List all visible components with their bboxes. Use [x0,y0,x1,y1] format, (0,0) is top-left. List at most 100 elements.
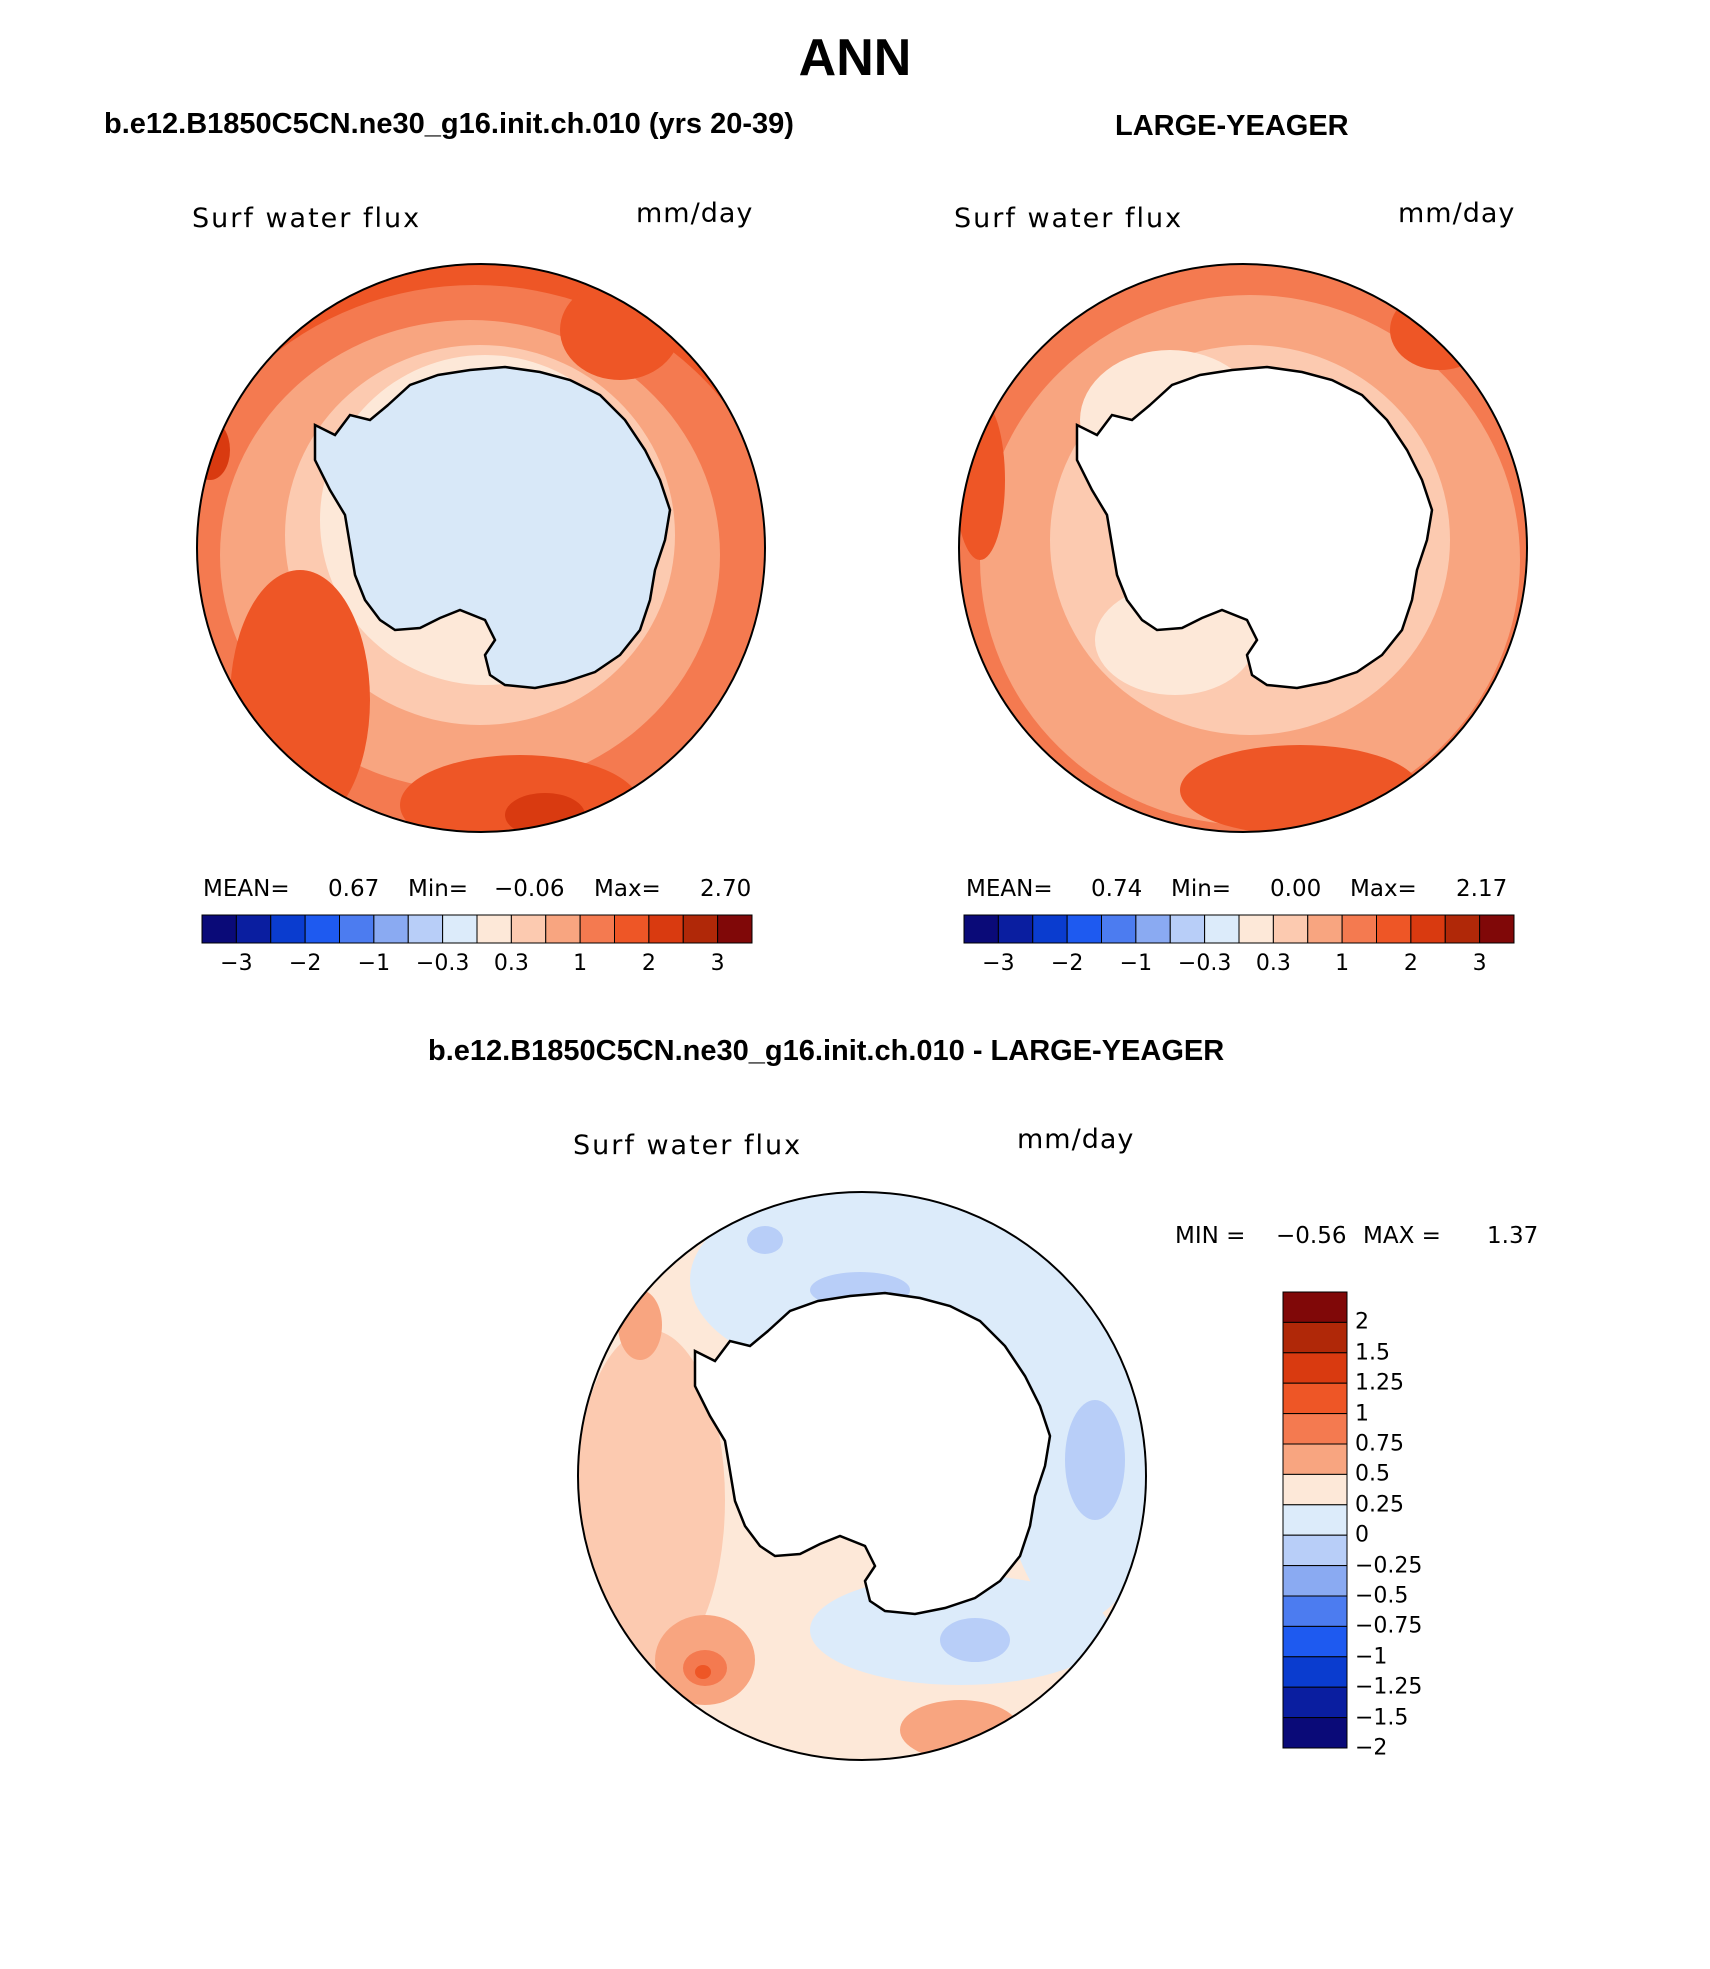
colorbar-swatch [1376,914,1412,944]
units-label-model: mm/day [636,198,754,229]
colorbar-tick-label: 3 [1472,951,1487,976]
colorbar-tick-label: −1.25 [1355,1674,1423,1700]
colorbar-swatch [304,914,340,944]
colorbar-swatch [373,914,409,944]
colorbar-tick-label: 1 [1355,1401,1369,1427]
panel-title-obs: LARGE-YEAGER [1115,110,1349,142]
max-value-obs: 2.17 [1456,876,1508,902]
colorbar-swatch [1341,914,1377,944]
colorbar-swatch [1135,914,1171,944]
colorbar-swatch [1282,1382,1348,1415]
colorbar-swatch [1307,914,1343,944]
colorbar-swatch [1282,1565,1348,1597]
diff-max-label: MAX = [1363,1223,1441,1249]
colorbar-tick-label: −3 [982,951,1015,976]
colorbar-tick-label: 2 [1403,951,1418,976]
colorbar-swatch [1282,1473,1348,1506]
mean-label-obs: MEAN= [966,876,1053,902]
colorbar-tick-label: −3 [220,951,253,976]
colorbar-swatch [476,914,512,944]
main-title: ANN [798,29,912,87]
colorbar-swatch [1282,1686,1348,1719]
colorbar-tick-label: 1 [1335,951,1350,976]
variable-label-diff: Surf water flux [573,1130,803,1161]
colorbar-swatch [1282,1352,1348,1384]
colorbar-tick-label: 0.75 [1355,1431,1404,1457]
colorbar-swatch [1282,1534,1348,1567]
colorbar-swatch [1282,1717,1348,1749]
panel-title-diff: b.e12.B1850C5CN.ne30_g16.init.ch.010 - L… [428,1035,1225,1067]
units-label-diff: mm/day [1017,1124,1135,1155]
colorbar-tick-label: 0 [1355,1522,1369,1548]
colorbar-swatch [963,914,999,944]
colorbar-swatch [1238,914,1274,944]
colorbar-tick-label: 3 [710,951,725,976]
colorbar-model [201,914,753,944]
colorbar-swatch [1479,914,1515,944]
colorbar-tick-label: 0.5 [1355,1461,1390,1487]
colorbar-swatch [339,914,375,944]
colorbar-swatch [1282,1443,1348,1475]
min-label-obs: Min= [1171,876,1232,902]
colorbar-swatch [1282,1625,1348,1658]
colorbar-swatch [997,914,1034,944]
colorbar-swatch [1410,914,1446,944]
diff-min-value: −0.56 [1276,1223,1347,1249]
max-value-model: 2.70 [700,876,752,902]
colorbar-swatch [648,914,684,944]
colorbar-swatch [235,914,272,944]
colorbar-tick-label: 0.3 [1255,951,1291,976]
colorbar-swatch [579,914,615,944]
colorbar-diff [1282,1291,1348,1749]
colorbar-swatch [1204,914,1240,944]
colorbar-swatch [1282,1413,1348,1445]
colorbar-tick-label: 2 [1355,1309,1369,1335]
colorbar-swatch [510,914,547,944]
colorbar-tick-label: −0.25 [1355,1553,1423,1579]
colorbar-tick-label: −0.3 [415,951,470,976]
units-label-obs: mm/day [1398,198,1516,229]
colorbar-tick-label: 2 [641,951,656,976]
max-label-model: Max= [594,876,661,902]
colorbar-swatch [1282,1656,1348,1688]
colorbar-tick-label: −0.3 [1177,951,1232,976]
colorbar-swatch [1272,914,1309,944]
colorbar-tick-label: −1.5 [1355,1705,1409,1731]
colorbar-tick-label: 1.5 [1355,1340,1390,1366]
colorbar-tick-label: −0.5 [1355,1583,1409,1609]
map-obs [958,263,1528,833]
colorbar-swatch [614,914,650,944]
min-value-model: −0.06 [494,876,565,902]
colorbar-swatch [1032,914,1068,944]
colorbar-swatch [1444,914,1481,944]
min-label-model: Min= [408,876,469,902]
colorbar-swatch [1169,914,1206,944]
colorbar-swatch [682,914,719,944]
mean-value-model: 0.67 [328,876,380,902]
colorbar-swatch [201,914,237,944]
colorbar-swatch [407,914,444,944]
colorbar-tick-label: −1 [1355,1644,1388,1670]
colorbar-swatch [545,914,581,944]
max-label-obs: Max= [1350,876,1417,902]
colorbar-swatch [1066,914,1102,944]
variable-label-model: Surf water flux [192,203,422,234]
colorbar-tick-label: −2 [288,951,322,976]
colorbar-tick-label: 1 [573,951,588,976]
colorbar-swatch [1282,1291,1348,1323]
colorbar-swatch [1282,1504,1348,1536]
diff-min-label: MIN = [1175,1223,1246,1249]
map-model [196,263,766,833]
diff-max-value: 1.37 [1487,1223,1539,1249]
colorbar-tick-label: 1.25 [1355,1370,1404,1396]
colorbar-tick-label: −0.75 [1355,1613,1423,1639]
colorbar-swatch [1101,914,1137,944]
colorbar-tick-label: −1 [357,951,391,976]
colorbar-swatch [442,914,478,944]
colorbar-swatch [1282,1595,1348,1627]
map-diff [577,1191,1147,1761]
colorbar-tick-label: 0.3 [493,951,529,976]
colorbar-tick-label: −2 [1355,1735,1388,1761]
colorbar-swatch [270,914,306,944]
